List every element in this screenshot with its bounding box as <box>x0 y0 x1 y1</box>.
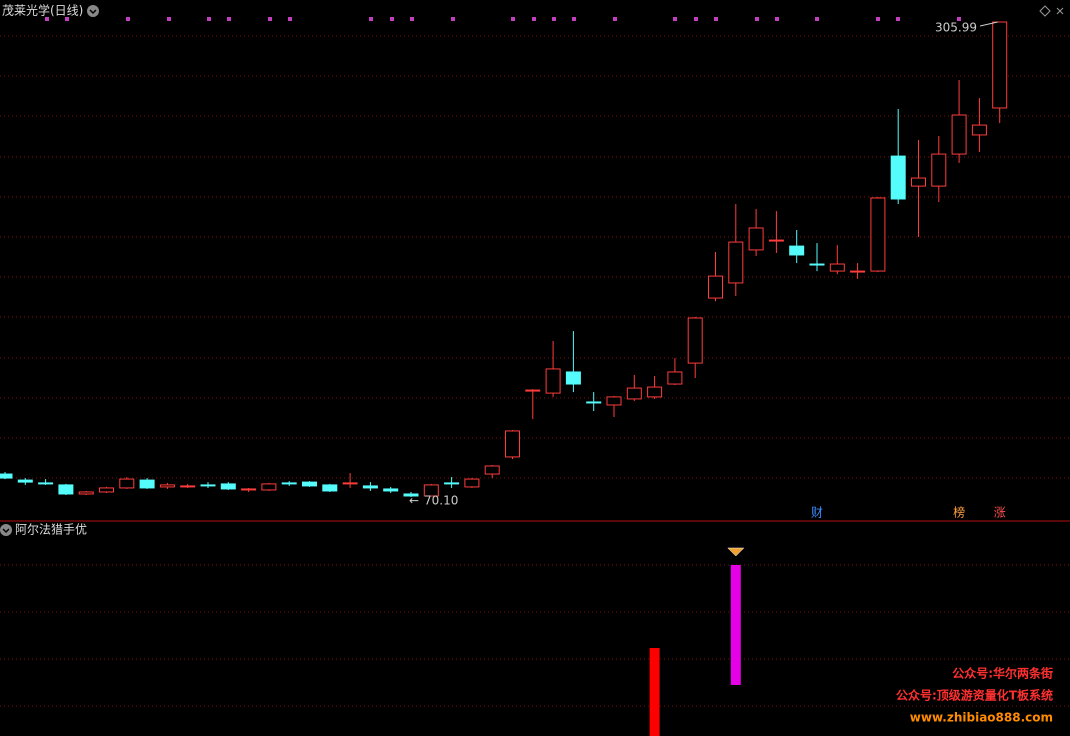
candle-body <box>159 484 175 488</box>
signal-dot <box>714 17 718 21</box>
signal-dot <box>207 17 211 21</box>
signal-dot <box>511 17 515 21</box>
close-icon[interactable] <box>1056 7 1064 15</box>
signal-marker: 涨 <box>994 505 1006 520</box>
candle-body <box>768 239 784 242</box>
candle-body <box>667 371 683 385</box>
candle-body <box>870 197 886 272</box>
candle-body <box>58 484 74 495</box>
candle-body <box>464 478 480 488</box>
candle-body <box>261 483 277 491</box>
candle-body <box>971 124 987 136</box>
candle-body <box>911 177 926 187</box>
candle-body <box>302 481 317 487</box>
candle-body <box>139 479 155 489</box>
signal-dot <box>775 17 779 21</box>
max-label: 305.99 <box>935 21 977 35</box>
candle-body <box>200 484 216 487</box>
indicator-bar <box>730 565 741 685</box>
signal-dot <box>572 17 576 21</box>
candle-body <box>423 484 439 497</box>
signal-dot <box>451 17 455 21</box>
signal-marker: 财 <box>811 506 823 520</box>
menu-chevron <box>2 528 10 534</box>
candle-body <box>829 263 845 272</box>
candle-body <box>586 401 602 404</box>
candle-body <box>545 368 561 394</box>
candle-body <box>444 482 460 485</box>
low-arrow: ← <box>409 494 419 508</box>
watermark: www.zhibiao888.com <box>910 711 1053 725</box>
signal-dot <box>268 17 272 21</box>
candle-body <box>728 241 744 284</box>
min-label: 70.10 <box>424 494 458 508</box>
signal-dot <box>815 17 819 21</box>
candle-body <box>99 487 114 493</box>
candle-body <box>220 483 236 490</box>
max-arrow <box>979 21 998 27</box>
candle-body <box>951 114 967 155</box>
candle-body <box>180 485 196 488</box>
diamond-icon[interactable] <box>1039 5 1051 17</box>
signal-dot <box>45 17 49 21</box>
menu-icon[interactable] <box>87 5 99 17</box>
candle-body <box>403 493 419 497</box>
signal-dot <box>288 17 292 21</box>
signal-dot <box>410 17 414 21</box>
signal-dot <box>126 17 130 21</box>
stock-title: 茂莱光学(日线) <box>2 3 83 18</box>
candle-body <box>78 491 94 495</box>
candle-body <box>565 371 581 385</box>
candle-body <box>748 227 764 251</box>
signal-dot <box>876 17 880 21</box>
candle-body <box>992 21 1008 109</box>
candle-body <box>809 263 825 266</box>
candle-body <box>525 389 541 392</box>
candle-body <box>850 270 866 273</box>
indicator-bar <box>649 648 660 736</box>
candle-body <box>505 430 520 458</box>
candle-body <box>281 482 297 485</box>
candle-body <box>890 155 906 200</box>
candle-body <box>687 317 703 364</box>
signal-dot <box>613 17 617 21</box>
candle-body <box>17 479 33 483</box>
candle-body <box>241 488 257 491</box>
signal-dot <box>552 17 556 21</box>
signal-dot <box>673 17 677 21</box>
candle-body <box>647 386 663 398</box>
candle-body <box>789 245 805 256</box>
signal-dot <box>532 17 536 21</box>
signal-dot <box>65 17 69 21</box>
candle-body <box>383 488 399 492</box>
candle-body <box>0 473 13 479</box>
candle-body <box>119 478 135 489</box>
signal-dot <box>369 17 373 21</box>
candle-body <box>931 153 947 187</box>
signal-dot <box>694 17 698 21</box>
candle-body <box>342 482 358 485</box>
watermark: 公众号:华尔两条街 <box>952 666 1053 681</box>
signal-dot <box>227 17 231 21</box>
candle-body <box>484 465 500 475</box>
indicator-title: 阿尔法猎手优 <box>15 522 87 537</box>
signal-marker: 榜 <box>953 505 965 520</box>
signal-dot <box>755 17 759 21</box>
watermark: 公众号:顶级游资量化T板系统 <box>896 688 1053 703</box>
menu-icon[interactable] <box>0 524 12 536</box>
diamond-icon <box>727 547 745 557</box>
candle-body <box>626 387 642 400</box>
candle-body <box>708 275 723 299</box>
candle-body <box>322 484 338 492</box>
signal-dot <box>167 17 171 21</box>
signal-dot <box>896 17 900 21</box>
candle-body <box>362 485 378 489</box>
candle-body <box>606 396 622 406</box>
candle-body <box>38 482 54 485</box>
signal-dot <box>390 17 394 21</box>
signal-dot <box>957 17 961 21</box>
menu-chevron <box>89 9 97 15</box>
